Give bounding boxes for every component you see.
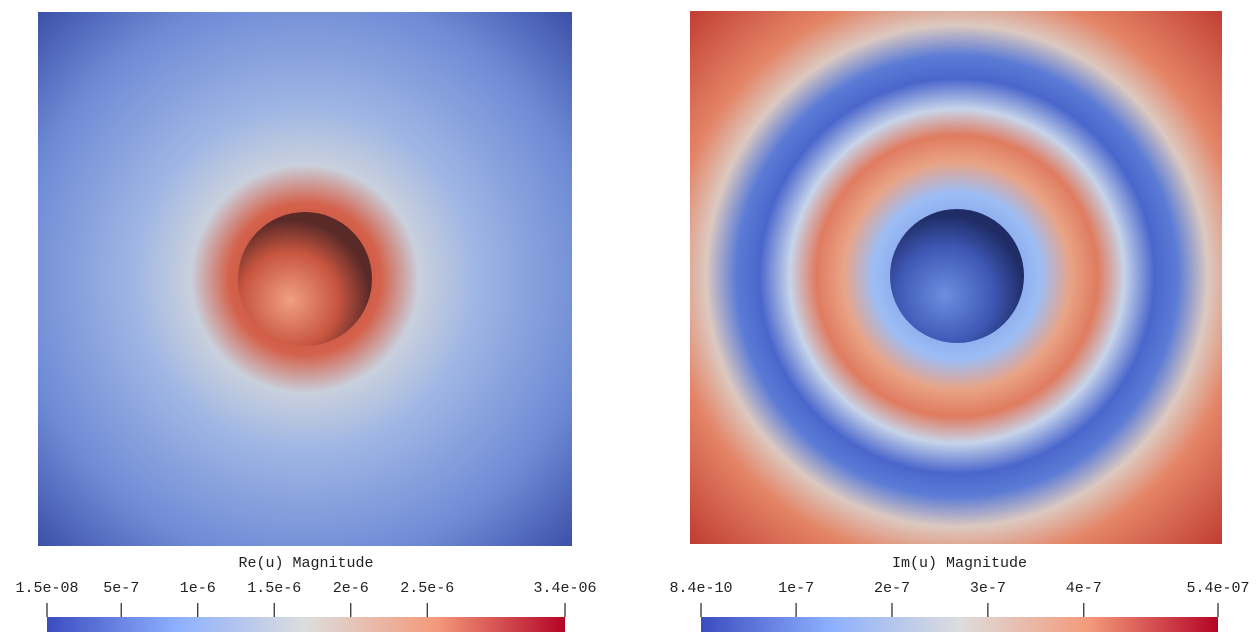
figure: Re(u) Magnitude 1.5e-08 5e-7 1e-6 1.5e-6 2e-6… — [0, 0, 1257, 633]
tick-label: 2.5e-6 — [400, 580, 454, 597]
tick-label: 1e-6 — [180, 580, 216, 597]
tick-label: 2e-7 — [874, 580, 910, 597]
colorbar — [701, 617, 1218, 632]
colorbar-title: Re(u) Magnitude — [238, 555, 373, 572]
tick-label: 3e-7 — [970, 580, 1006, 597]
tick-label: 4e-7 — [1066, 580, 1102, 597]
tick-label: 5e-7 — [103, 580, 139, 597]
tick-label: 1e-7 — [778, 580, 814, 597]
tick-label: 1.5e-6 — [247, 580, 301, 597]
tick-label: 3.4e-06 — [533, 580, 596, 597]
tick-label: 5.4e-07 — [1186, 580, 1249, 597]
colorbar — [47, 617, 565, 632]
re-sphere — [238, 212, 372, 346]
im-sphere — [890, 209, 1024, 343]
colorbar-title: Im(u) Magnitude — [892, 555, 1027, 572]
tick-label: 8.4e-10 — [669, 580, 732, 597]
tick-label: 1.5e-08 — [15, 580, 78, 597]
tick-label: 2e-6 — [333, 580, 369, 597]
